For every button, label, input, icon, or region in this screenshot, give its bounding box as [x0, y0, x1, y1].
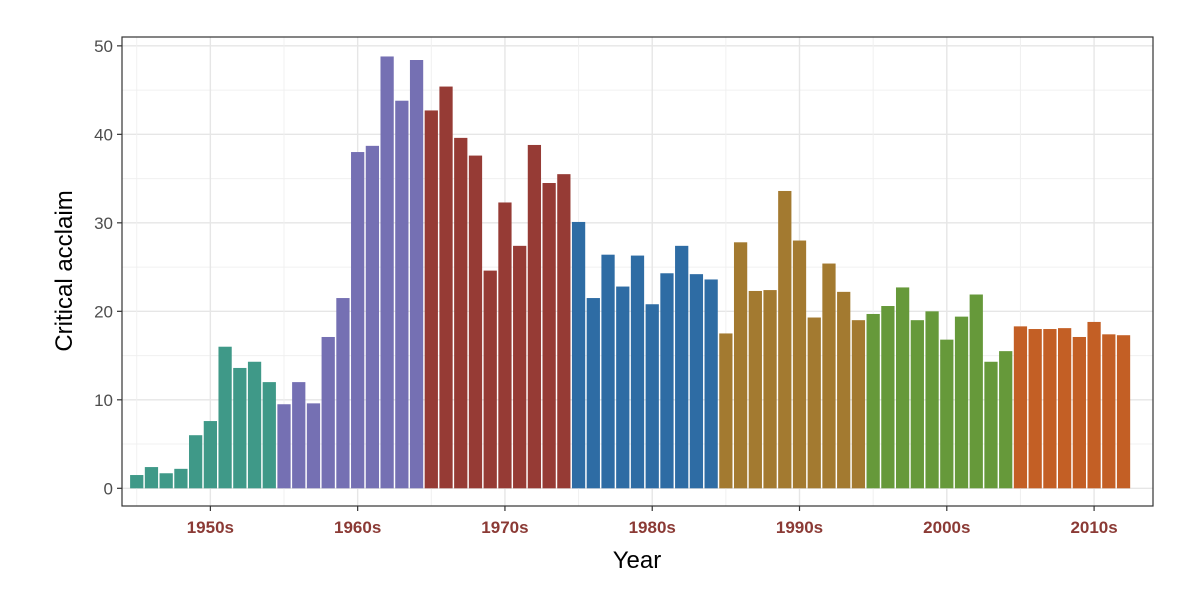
y-axis-title: Critical acclaim	[51, 190, 78, 351]
y-tick-label: 0	[104, 479, 113, 498]
bar	[1087, 321, 1101, 489]
x-tick-label: 2000s	[923, 518, 970, 537]
bar	[557, 174, 571, 489]
bar	[866, 313, 880, 489]
bar	[483, 270, 497, 489]
bar	[763, 290, 777, 489]
bar	[689, 274, 704, 489]
bar	[262, 382, 276, 489]
bar	[571, 221, 586, 489]
bar	[439, 86, 453, 489]
bar	[424, 110, 438, 489]
bar	[719, 333, 733, 489]
bar	[984, 361, 998, 489]
bar	[1013, 326, 1028, 489]
bar	[174, 468, 188, 489]
bar	[851, 320, 866, 489]
bar	[380, 56, 394, 489]
bar	[1102, 334, 1116, 489]
axes: 0 10 20 30 40 50 1950s 1960s 1970s 1980s 1990s 2000…	[94, 37, 1118, 537]
bar	[130, 475, 144, 489]
bar	[351, 152, 365, 489]
bar	[586, 298, 600, 489]
bar	[822, 263, 836, 489]
bar	[999, 351, 1013, 489]
y-tick-label: 20	[94, 302, 113, 321]
y-tick-label: 30	[94, 214, 113, 233]
bar	[306, 403, 321, 489]
bar	[395, 100, 409, 489]
bar	[292, 382, 306, 489]
bar	[925, 311, 939, 489]
bar	[940, 339, 954, 489]
x-tick-label: 1990s	[776, 518, 823, 537]
bar	[969, 294, 983, 489]
x-tick-label: 1970s	[481, 518, 528, 537]
bar	[601, 254, 615, 489]
bar	[704, 279, 718, 489]
bar	[660, 273, 674, 489]
bar	[778, 190, 792, 489]
bar	[498, 202, 512, 489]
bar	[189, 435, 203, 489]
bar	[630, 255, 645, 489]
bar	[321, 336, 335, 489]
bar	[144, 467, 159, 489]
y-tick-label: 50	[94, 37, 113, 56]
bar	[233, 367, 247, 489]
bar	[247, 361, 262, 489]
bar	[748, 290, 762, 489]
bar	[454, 137, 468, 489]
bar	[675, 245, 689, 489]
bar	[881, 306, 895, 489]
x-tick-label: 1980s	[629, 518, 676, 537]
bar	[542, 183, 556, 489]
bar	[365, 145, 380, 489]
y-tick-label: 40	[94, 125, 113, 144]
bar	[1116, 335, 1131, 489]
bar	[527, 144, 542, 489]
x-tick-label: 1950s	[187, 518, 234, 537]
bar	[837, 291, 851, 489]
bar	[792, 240, 807, 489]
bar	[336, 298, 350, 489]
bar	[1058, 328, 1072, 489]
bar	[203, 421, 217, 489]
y-tick-label: 10	[94, 391, 113, 410]
bar	[895, 287, 910, 489]
bar	[159, 473, 173, 489]
x-tick-label: 2010s	[1070, 518, 1117, 537]
bar	[468, 155, 483, 489]
bar	[733, 242, 748, 489]
bar	[645, 304, 659, 489]
bar	[1072, 336, 1086, 489]
bar	[807, 317, 821, 489]
x-axis-title: Year	[613, 547, 662, 574]
bar	[1028, 329, 1042, 489]
bar	[910, 320, 924, 489]
bar	[409, 60, 424, 489]
bar	[616, 286, 630, 489]
plot-border	[121, 36, 1154, 507]
bar	[954, 316, 969, 489]
bar	[513, 245, 527, 489]
bars	[130, 56, 1131, 489]
bar	[277, 404, 291, 489]
bar	[218, 346, 232, 489]
bar	[1043, 329, 1057, 489]
x-tick-label: 1960s	[334, 518, 381, 537]
